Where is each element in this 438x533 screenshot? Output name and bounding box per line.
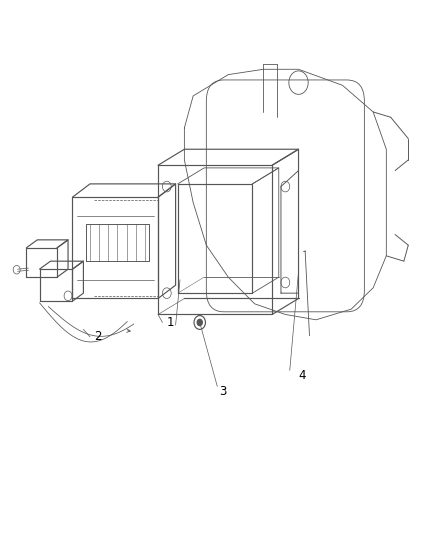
Text: 2: 2	[94, 330, 102, 343]
Text: 3: 3	[219, 385, 226, 398]
Text: 4: 4	[298, 369, 305, 382]
Text: 1: 1	[166, 316, 174, 329]
Circle shape	[197, 319, 202, 326]
